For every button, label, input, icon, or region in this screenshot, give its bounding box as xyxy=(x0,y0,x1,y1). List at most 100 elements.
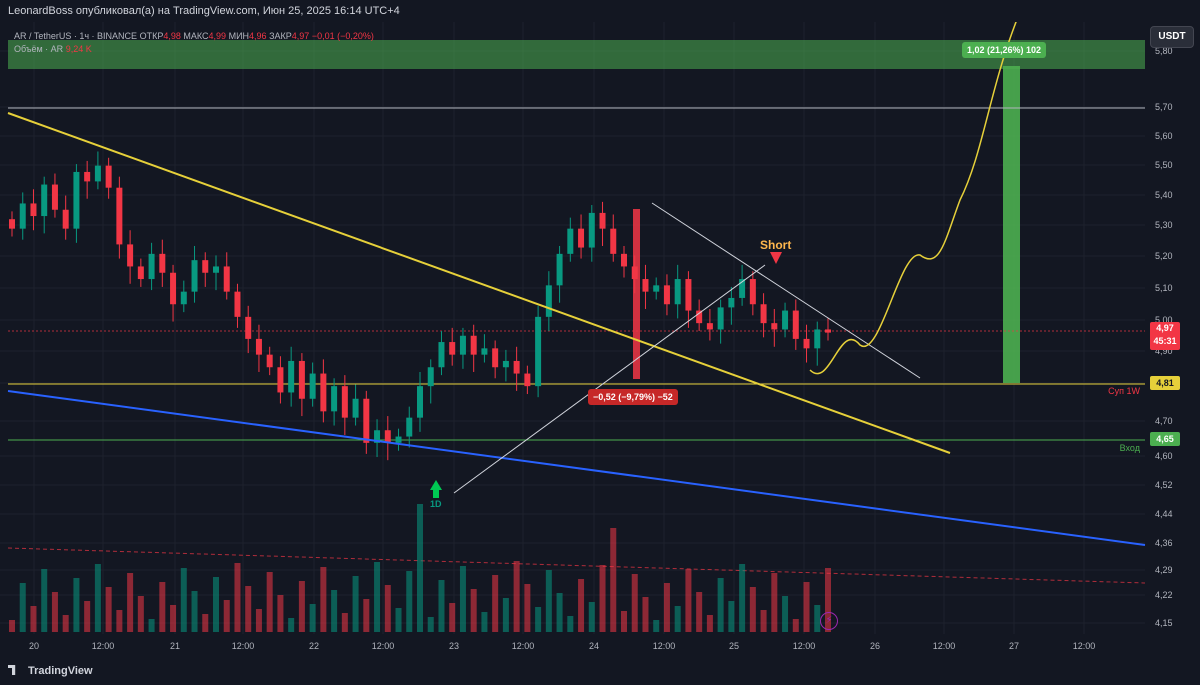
volume-bar xyxy=(814,605,821,632)
price-tick-label: 4,52 xyxy=(1155,480,1173,490)
volume-bar xyxy=(9,620,15,632)
candle-body xyxy=(792,310,799,339)
close-label: ЗАКР xyxy=(269,31,292,41)
candle-body xyxy=(374,430,381,443)
candle-body xyxy=(148,253,155,280)
price-tick-label: 5,00 xyxy=(1155,315,1173,325)
candle-body xyxy=(771,323,778,330)
volume-bar xyxy=(384,585,391,632)
short-label: Short xyxy=(760,238,792,252)
volume-bar xyxy=(51,592,58,632)
open-value: 4,98 xyxy=(163,31,181,41)
volume-bar xyxy=(331,590,338,632)
candle-body xyxy=(51,184,58,210)
currency-button[interactable]: USDT xyxy=(1150,26,1194,48)
price-tick-label: 4,44 xyxy=(1155,509,1173,519)
volume-bar xyxy=(728,601,735,632)
candle-body xyxy=(105,165,112,188)
volume-bar xyxy=(62,615,69,632)
volume-bar xyxy=(825,568,831,632)
candle-body xyxy=(223,266,230,292)
candle-body xyxy=(288,360,295,393)
blue-trendline xyxy=(7,390,1146,546)
volume-bar xyxy=(234,563,241,632)
candle-body xyxy=(191,260,198,292)
volume-bar xyxy=(30,606,37,632)
volume-bar xyxy=(717,578,724,632)
legend-ohlc-row: AR / TetherUS · 1ч · BINANCE ОТКР4,98 МА… xyxy=(14,30,374,43)
candle-body xyxy=(642,279,649,292)
high-label: МАКС xyxy=(183,31,209,41)
lightning-icon[interactable]: ⚡ xyxy=(820,612,838,630)
time-tick-label: 21 xyxy=(170,641,180,651)
candle-body xyxy=(749,279,756,305)
volume-bar xyxy=(696,592,703,632)
price-tick-label: 5,50 xyxy=(1155,160,1173,170)
volume-bar xyxy=(245,586,252,632)
time-tick-label: 23 xyxy=(449,641,459,651)
volume-bar xyxy=(610,528,617,632)
candle-body xyxy=(459,335,466,355)
price-tick-label: 5,40 xyxy=(1155,190,1173,200)
volume-bar xyxy=(631,574,638,632)
publish-info: LeonardBoss опубликовал(а) на TradingVie… xyxy=(8,5,400,17)
candle-body xyxy=(73,171,80,229)
publish-header: LeonardBoss опубликовал(а) на TradingVie… xyxy=(0,0,1200,22)
change-value: −0,01 (−0,20%) xyxy=(311,31,374,41)
time-tick-label: 22 xyxy=(309,641,319,651)
volume-bar xyxy=(556,593,563,632)
candle-body xyxy=(41,184,48,217)
candle-body xyxy=(782,310,789,330)
up-arrow-stem xyxy=(433,490,439,498)
candle-body xyxy=(631,266,638,280)
trend-lines xyxy=(7,22,1146,546)
candle-body xyxy=(137,266,144,280)
close-value: 4,97 xyxy=(291,31,310,41)
volume-bar xyxy=(513,561,520,632)
volume-bar xyxy=(417,504,423,632)
volume-bar xyxy=(137,596,144,632)
candle-body xyxy=(19,203,26,229)
volume-bar xyxy=(663,583,670,632)
candle-body xyxy=(234,291,241,317)
volume-bar xyxy=(19,583,26,632)
price-tick-label: 5,30 xyxy=(1155,220,1173,230)
yellow-trendline xyxy=(7,112,951,454)
price-tick-label: 4,15 xyxy=(1155,618,1173,628)
time-tick-label: 12:00 xyxy=(933,641,956,651)
short-arrow-icon xyxy=(770,252,782,264)
candle-body xyxy=(610,228,617,254)
time-tick-label: 26 xyxy=(870,641,880,651)
chart-area[interactable]: 5,80 5,70 5,60 5,50 5,40 5,30 5,20 5,10 5,00 4,90… xyxy=(0,22,1200,685)
candle-body xyxy=(653,285,660,292)
price-tick-label: 5,80 xyxy=(1155,46,1173,56)
price-tick-label: 5,20 xyxy=(1155,251,1173,261)
time-tick-label: 12:00 xyxy=(372,641,395,651)
target-zone xyxy=(8,40,1145,69)
price-tick-label: 4,29 xyxy=(1155,565,1173,575)
candle-body xyxy=(266,354,273,368)
candle-body xyxy=(9,219,15,229)
low-value: 4,96 xyxy=(249,31,267,41)
volume-bar xyxy=(771,573,778,632)
volume-bar xyxy=(803,582,810,632)
time-tick-label: 20 xyxy=(29,641,39,651)
tradingview-logo[interactable]: TradingView xyxy=(8,665,93,677)
volume-bar xyxy=(105,587,112,632)
volume-bar xyxy=(459,566,466,632)
volume-bar xyxy=(191,591,198,632)
footer: TradingView xyxy=(0,660,1200,685)
candle-body xyxy=(760,304,767,324)
volume-bar xyxy=(374,562,381,632)
volume-bar xyxy=(202,614,209,632)
candle-body xyxy=(180,291,187,305)
volume-bar xyxy=(277,595,284,632)
volume-ma-line xyxy=(7,547,1146,584)
candle-body xyxy=(62,209,69,229)
candle-body xyxy=(803,338,810,349)
volume-bar xyxy=(148,619,155,632)
price-chart[interactable]: 5,80 5,70 5,60 5,50 5,40 5,30 5,20 5,10 5,00 4,90… xyxy=(0,22,1200,685)
price-tick-label: 4,22 xyxy=(1155,590,1173,600)
volume-bar xyxy=(706,615,713,632)
candle-body xyxy=(663,285,670,305)
